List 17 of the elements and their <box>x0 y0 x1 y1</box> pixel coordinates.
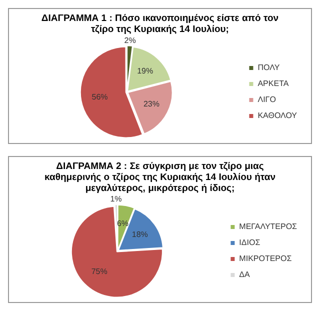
data-label: 2% <box>124 36 136 45</box>
legend-label: ΚΑΘΟΛΟΥ <box>258 111 298 120</box>
data-label: 1% <box>110 194 122 204</box>
data-label: 23% <box>143 100 160 109</box>
legend-label: ΙΔΙΟΣ <box>239 238 260 248</box>
legend-label: ΜΕΓΑΛΥΤΕΡΟΣ <box>239 222 298 232</box>
data-label: 75% <box>91 266 108 276</box>
legend-label: ΠΟΛΥ <box>258 63 280 72</box>
legend-label: ΑΡΚΕΤΑ <box>258 79 290 88</box>
legend-label: ΛΙΓΟ <box>258 95 276 104</box>
chart-title: ΔΙΑΓΡΑΜΜΑ 2 : Σε σύγκριση με τον τζίρο μιας καθημερινής ο τζίρος της Κυριακής 14 Ιουλίου ήταν μεγαλύτερος, μικρότερος ή ίδιος; <box>44 160 276 194</box>
legend-label: ΔΑ <box>239 270 251 280</box>
data-label: 18% <box>132 230 148 239</box>
legend-label: ΜΙΚΡΟΤΕΡΟΣ <box>239 254 292 264</box>
data-label: 19% <box>137 66 154 76</box>
data-label: 56% <box>92 92 108 102</box>
chart-title: ΔΙΑΓΡΑΜΜΑ 1 : Πόσο ικανοποιημένος είστε από τον τζίρο της Κυριακής 14 Ιουλίου; <box>40 12 280 35</box>
